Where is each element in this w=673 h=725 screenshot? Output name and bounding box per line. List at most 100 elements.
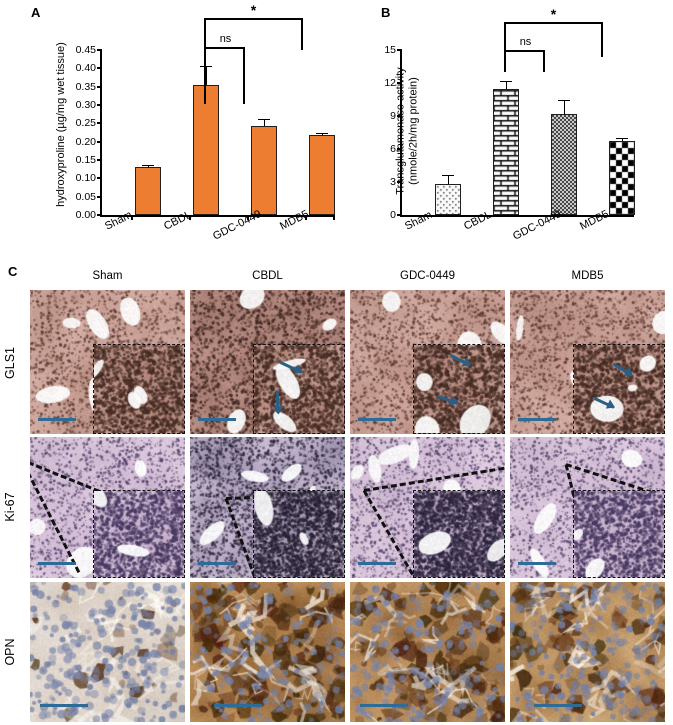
annotation-arrow: [272, 391, 284, 415]
panel-a-errorcap-gdc0449: [258, 118, 270, 120]
panel-b-ytick-3: 9: [390, 110, 396, 122]
panel-c-image-gls1-gdc0449: [350, 290, 505, 434]
scale-bar: [198, 562, 236, 565]
panel-a-ytickmark-2: [97, 177, 102, 180]
panel-a-chart: hydroxyproline (µg/mg wet tissue) 0.00 0…: [0, 0, 340, 260]
panel-c-row-label-gls1: GLS1: [3, 347, 17, 379]
panel-c-inset-ki67-cbdl: [253, 490, 345, 578]
panel-b-bar-gdc0449: [551, 114, 577, 215]
panel-b-ytickmark-4: [397, 82, 402, 84]
panel-a-ytickmark-3: [97, 159, 102, 161]
scale-bar: [358, 562, 396, 565]
scale-bar: [518, 418, 556, 421]
panel-b-siglabel-star: *: [550, 6, 557, 22]
panel-c-row-label-opn: OPN: [3, 638, 17, 666]
panel-a-ytick-0: 0.00: [75, 209, 96, 221]
panel-c-image-ki67-sham: [30, 437, 185, 578]
panel-a-ytickmark-4: [97, 140, 102, 143]
panel-a-xtickmark-2: [247, 215, 249, 220]
panel-a-errorcap-cbdl: [200, 65, 212, 67]
panel-b-errorcap-cbdl: [500, 80, 512, 82]
panel-c-image-opn-sham: [30, 582, 185, 722]
panel-a-bracket-ns: [204, 47, 245, 104]
panel-c-inset-ki67-sham: [93, 490, 185, 578]
panel-c-inset-gls1-mdb5: [573, 344, 665, 434]
panel-b-ytick-2: 6: [390, 143, 396, 155]
panel-b-ytickmark-5: [397, 49, 402, 51]
panel-b-errorcap-sham: [442, 174, 454, 176]
panel-a-bar-cbdl: [193, 84, 219, 215]
panel-b-ytick-4: 12: [384, 77, 396, 89]
panel-c-column-label-mdb5: MDB5: [571, 270, 604, 282]
panel-b-letter: B: [381, 5, 391, 20]
scale-bar: [360, 704, 408, 707]
panel-a-ytickmark-9: [97, 49, 102, 51]
panel-a-letter: A: [31, 5, 41, 20]
panel-a-errorcap-mdb5: [316, 132, 328, 134]
panel-a-plot-area: 0.00 0.05 0.10 0.15 0.20 0.25 0.30 0.35 …: [76, 44, 335, 221]
panel-c-column-label-sham: Sham: [92, 270, 123, 282]
panel-b-ytickmark-3: [397, 115, 402, 117]
panel-a-bar-gdc0449: [251, 126, 277, 215]
panel-a-ytick-9: 0.45: [75, 44, 96, 56]
panel-b-bracket-star: [504, 22, 603, 57]
scale-bar: [518, 562, 556, 565]
panel-b-errorbar-mdb5: [621, 138, 623, 141]
panel-c-image-opn-gdc0449: [350, 582, 505, 722]
panel-a-xtickmark-3: [305, 215, 307, 220]
panel-a-errorbar-sham: [147, 165, 149, 167]
panel-a-bar-sham: [135, 167, 161, 215]
panel-a-ytick-1: 0.05: [75, 190, 96, 203]
panel-a-ytick-6: 0.30: [75, 99, 96, 111]
panel-c-image-opn-cbdl: [190, 582, 345, 722]
panel-c-image-gls1-cbdl: [190, 290, 345, 434]
panel-a-ytickmark-8: [97, 67, 102, 70]
panel-c-image-gls1-mdb5: [510, 290, 665, 434]
panel-a-siglabel-star: *: [250, 2, 257, 18]
scale-bar: [40, 704, 88, 707]
panel-b-ytick-0: 0: [390, 209, 396, 221]
scale-bar: [214, 704, 262, 707]
scale-bar: [38, 418, 76, 421]
panel-b-ytickmark-0: [397, 214, 402, 216]
panel-c-inset-gls1-cbdl: [253, 344, 345, 434]
panel-b-ytickmark-1: [397, 181, 402, 183]
panel-a-ytick-2: 0.10: [75, 172, 96, 185]
panel-a-bar-mdb5: [309, 135, 335, 215]
panel-a-ytick-5: 0.25: [75, 117, 96, 130]
panel-a-errorbar-mdb5: [321, 133, 323, 136]
panel-a-ytickmark-0: [97, 214, 102, 216]
panel-b-errorcap-mdb5: [616, 137, 628, 139]
panel-a-y-axis-title: hydroxyproline (µg/mg wet tissue): [55, 42, 67, 207]
panel-b-ytick-1: 3: [390, 176, 396, 188]
scale-bar: [358, 418, 396, 421]
panel-b-errorbar-gdc0449: [563, 100, 565, 115]
panel-b-bar-sham: [435, 184, 461, 215]
panel-c-image-ki67-cbdl: [190, 437, 345, 578]
panel-b-ytick-5: 15: [384, 44, 396, 56]
panel-c-inset-ki67-mdb5: [573, 490, 665, 578]
panel-a-errorcap-sham: [142, 164, 154, 166]
panel-c-column-label-gdc0449: GDC-0449: [400, 270, 455, 282]
panel-c-column-label-cbdl: CBDL: [252, 270, 283, 282]
panel-a-siglabel-ns: ns: [219, 33, 232, 45]
panel-a-ytickmark-7: [97, 85, 102, 88]
panel-b-siglabel-ns: ns: [519, 36, 532, 48]
panel-b-bar-mdb5: [609, 140, 635, 215]
panel-c-inset-gls1-sham: [93, 344, 185, 434]
panel-a-errorbar-cbdl: [205, 66, 207, 85]
panel-b-chart: Transglutamenase activity (nmole/2h/mg p…: [340, 0, 673, 260]
panel-a-ytickmark-1: [97, 195, 102, 198]
panel-b-plot-area: 0 3 6 9 12 15: [384, 44, 635, 221]
panel-a-ytick-3: 0.15: [75, 154, 96, 166]
scale-bar: [198, 418, 236, 421]
panel-b-ytickmark-2: [397, 148, 402, 150]
panel-c-image-ki67-mdb5: [510, 437, 665, 578]
panel-a-xtickmark-4: [333, 215, 335, 220]
panel-a-ytick-4: 0.20: [75, 135, 96, 148]
panel-c-letter: C: [8, 264, 18, 279]
panel-c-image-gls1-sham: [30, 290, 185, 434]
panel-c-row-label-ki67: Ki-67: [3, 492, 17, 522]
panel-b-bracket-ns: [504, 50, 545, 72]
panel-c-inset-ki67-gdc0449: [413, 490, 505, 578]
